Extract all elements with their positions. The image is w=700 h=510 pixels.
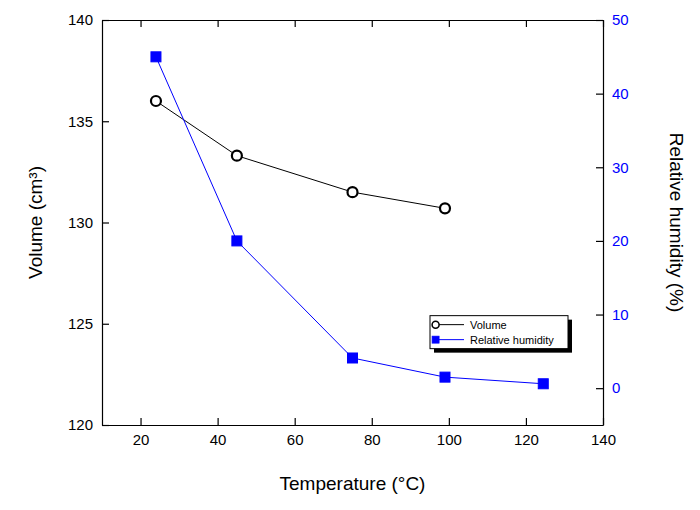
tick-mark <box>526 20 527 27</box>
tick-mark <box>526 418 527 425</box>
tick: 10 <box>596 306 629 323</box>
tick-label: 120 <box>514 431 539 448</box>
y2-axis: 0 10 20 30 40 50 <box>596 11 629 425</box>
tick-mark <box>102 121 109 122</box>
tick: 60 <box>287 418 304 448</box>
tick-mark <box>596 388 603 389</box>
tick-label: 80 <box>364 431 381 448</box>
axis-line <box>603 21 604 426</box>
tick-mark <box>140 20 141 27</box>
point <box>348 353 358 363</box>
tick-mark <box>295 20 296 27</box>
tick-label: 60 <box>287 431 304 448</box>
x-axis-top <box>103 20 604 27</box>
chart: 20 40 60 80 100 120 140 120 125 130 135 140 0 10 20 30 4… <box>0 0 700 510</box>
point <box>151 96 161 106</box>
tick-label: 0 <box>612 379 620 396</box>
tick-mark <box>449 418 450 425</box>
tick-label: 140 <box>591 431 616 448</box>
point <box>151 52 161 62</box>
tick: 120 <box>68 416 109 433</box>
tick: 0 <box>596 379 620 396</box>
tick <box>449 20 450 27</box>
tick-mark <box>596 241 603 242</box>
tick: 100 <box>437 418 462 448</box>
y-axis-title: Volume (cm³) <box>25 166 46 279</box>
tick: 135 <box>68 113 109 130</box>
tick <box>295 20 296 27</box>
tick-label: 10 <box>612 306 629 323</box>
legend: Volume Relative humidity <box>430 316 572 353</box>
axis-line <box>103 425 604 426</box>
tick: 50 <box>596 11 629 28</box>
axis-line <box>103 20 604 21</box>
tick-mark <box>449 20 450 27</box>
tick-mark <box>218 20 219 27</box>
point <box>348 187 358 197</box>
tick-label: 20 <box>133 431 150 448</box>
tick-mark <box>596 20 603 21</box>
tick-mark <box>102 425 109 426</box>
tick-label: 50 <box>612 11 629 28</box>
x-axis: 20 40 60 80 100 120 140 <box>103 418 617 448</box>
legend-label: Volume <box>470 319 507 331</box>
tick-mark <box>372 418 373 425</box>
tick-mark <box>596 94 603 95</box>
tick-mark <box>218 418 219 425</box>
tick: 40 <box>210 418 227 448</box>
point <box>232 236 242 246</box>
tick: 40 <box>596 85 629 102</box>
tick-mark <box>140 418 141 425</box>
tick-mark <box>596 167 603 168</box>
tick-label: 40 <box>210 431 227 448</box>
legend-line <box>436 339 464 340</box>
tick <box>141 20 142 27</box>
tick <box>372 20 373 27</box>
tick-label: 30 <box>612 159 629 176</box>
tick: 20 <box>133 418 150 448</box>
tick-label: 20 <box>612 232 629 249</box>
y-axis: 120 125 130 135 140 <box>68 11 109 433</box>
tick <box>526 20 527 27</box>
legend-box <box>430 316 568 349</box>
legend-line <box>436 324 464 325</box>
tick: 130 <box>68 214 109 231</box>
legend-marker <box>432 336 439 343</box>
x-axis-title: Temperature (°C) <box>280 473 426 494</box>
tick <box>218 20 219 27</box>
tick-label: 130 <box>68 214 93 231</box>
y2-axis-title: Relative humidity (%) <box>666 133 687 313</box>
tick: 140 <box>68 11 109 28</box>
tick: 120 <box>514 418 539 448</box>
tick-mark <box>102 222 109 223</box>
tick: 20 <box>596 232 629 249</box>
tick-mark <box>295 418 296 425</box>
point <box>440 372 450 382</box>
tick: 30 <box>596 159 629 176</box>
point <box>232 151 242 161</box>
legend-marker <box>432 321 439 328</box>
legend-label: Relative humidity <box>470 334 554 346</box>
tick-mark <box>596 314 603 315</box>
tick-label: 140 <box>68 11 93 28</box>
tick-mark <box>102 20 109 21</box>
tick: 125 <box>68 315 109 332</box>
plot: 20 40 60 80 100 120 140 120 125 130 135 140 0 10 20 30 4… <box>68 11 629 447</box>
tick-label: 100 <box>437 431 462 448</box>
point <box>538 379 548 389</box>
tick-mark <box>372 20 373 27</box>
tick-label: 125 <box>68 315 93 332</box>
tick-label: 135 <box>68 113 93 130</box>
tick-label: 120 <box>68 416 93 433</box>
tick: 80 <box>364 418 381 448</box>
point <box>440 203 450 213</box>
tick-mark <box>102 324 109 325</box>
tick-label: 40 <box>612 85 629 102</box>
